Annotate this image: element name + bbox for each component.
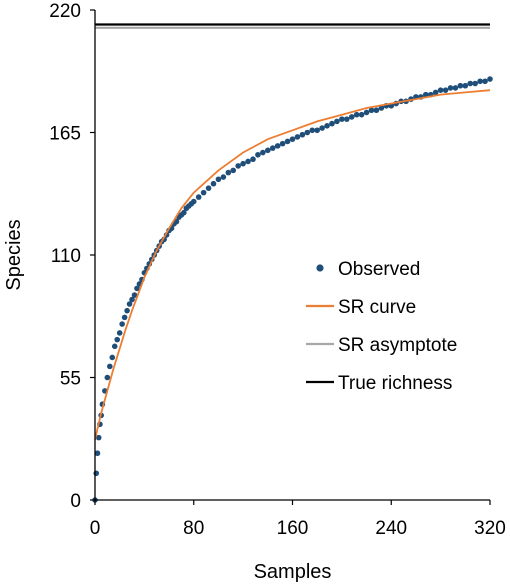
observed-point	[116, 330, 123, 336]
observed-point	[210, 180, 217, 187]
legend-label-true-richness: True richness	[338, 373, 452, 394]
legend-label-observed: Observed	[338, 259, 420, 280]
observed-point	[93, 470, 100, 477]
observed-point	[190, 198, 197, 205]
observed-point	[447, 85, 454, 91]
observed-point	[94, 450, 101, 457]
observed-point	[260, 149, 266, 156]
legend-label-sr-curve: SR curve	[338, 297, 416, 318]
observed-point	[348, 114, 355, 120]
observed-point	[334, 118, 340, 125]
observed-point	[353, 111, 360, 118]
observed-point	[250, 156, 256, 163]
observed-point	[324, 123, 330, 129]
observed-point	[329, 120, 335, 127]
observed-point	[299, 131, 306, 138]
legend-item-observed: Observed	[316, 259, 420, 280]
sr-curve-line	[94, 89, 491, 441]
observed-point	[245, 158, 251, 165]
observed-point	[373, 107, 380, 114]
legend-item-sr-asymptote: SR asymptote	[306, 335, 457, 356]
observed-point	[358, 111, 365, 118]
observed-point	[423, 91, 429, 98]
x-tick-label: 240	[375, 518, 407, 539]
observed-point	[378, 105, 385, 111]
observed-point	[129, 296, 135, 303]
observed-point	[121, 314, 128, 321]
observed-point	[304, 129, 311, 136]
observed-point	[126, 301, 133, 307]
observed-point	[294, 134, 301, 140]
observed-point	[235, 163, 241, 169]
tick-labels: 0 80 160 240 320 0 55 110 165 220	[49, 1, 506, 539]
observed-point	[131, 292, 138, 298]
x-tick-label: 320	[474, 518, 506, 539]
legend-item-true-richness: True richness	[306, 373, 452, 394]
observed-point	[472, 80, 478, 87]
observed-point	[200, 189, 207, 196]
observed-point	[432, 89, 439, 96]
y-tick-label: 110	[51, 246, 81, 267]
observed-point	[111, 343, 118, 350]
y-tick-label: 165	[49, 124, 81, 145]
observed-point	[255, 151, 261, 158]
observed-point	[274, 143, 281, 149]
observed-point	[437, 87, 444, 93]
observed-point	[230, 167, 237, 174]
observed-point	[205, 185, 212, 191]
observed-point	[107, 363, 113, 370]
observed-point	[289, 136, 296, 142]
observed-point	[314, 127, 320, 134]
observed-point	[225, 169, 232, 176]
observed-point	[195, 194, 202, 200]
observed-point	[181, 209, 187, 216]
y-tick-label: 0	[70, 491, 81, 512]
legend: Observed SR curve SR asymptote True richnes…	[306, 259, 457, 394]
x-axis-title: Samples	[254, 561, 332, 583]
x-tick-label: 80	[183, 518, 204, 539]
observed-point	[452, 85, 459, 91]
observed-point	[114, 336, 121, 343]
observed-point	[284, 138, 291, 145]
series-observed	[92, 76, 493, 503]
observed-point	[363, 109, 370, 116]
legend-marker-observed	[316, 264, 324, 272]
observed-point	[319, 125, 325, 131]
observed-point	[279, 140, 286, 147]
observed-point	[309, 127, 316, 134]
observed-point	[104, 374, 111, 381]
y-tick-label: 220	[49, 1, 81, 22]
plot-area	[92, 23, 493, 503]
observed-point	[487, 76, 493, 82]
observed-point	[265, 147, 271, 154]
observed-point	[269, 145, 276, 151]
x-tick-label: 0	[90, 518, 101, 539]
observed-point	[134, 285, 140, 292]
x-tick-label: 160	[277, 518, 309, 539]
observed-point	[240, 160, 246, 167]
observed-point	[220, 174, 227, 180]
observed-point	[95, 434, 102, 441]
observed-point	[368, 107, 375, 114]
observed-point	[339, 116, 345, 122]
y-tick-label: 55	[60, 369, 81, 390]
observed-point	[457, 82, 464, 89]
observed-point	[344, 116, 350, 122]
observed-point	[482, 78, 488, 85]
observed-point	[215, 176, 222, 183]
observed-point	[462, 82, 469, 89]
observed-point	[467, 80, 474, 87]
observed-point	[124, 307, 130, 314]
observed-point	[119, 321, 125, 327]
observed-point	[442, 87, 449, 93]
legend-label-sr-asymptote: SR asymptote	[338, 335, 457, 356]
observed-point	[477, 78, 483, 85]
series-sr-curve	[94, 89, 491, 441]
y-axis-title: Species	[3, 219, 25, 290]
legend-item-sr-curve: SR curve	[306, 297, 416, 318]
observed-point	[109, 354, 116, 361]
